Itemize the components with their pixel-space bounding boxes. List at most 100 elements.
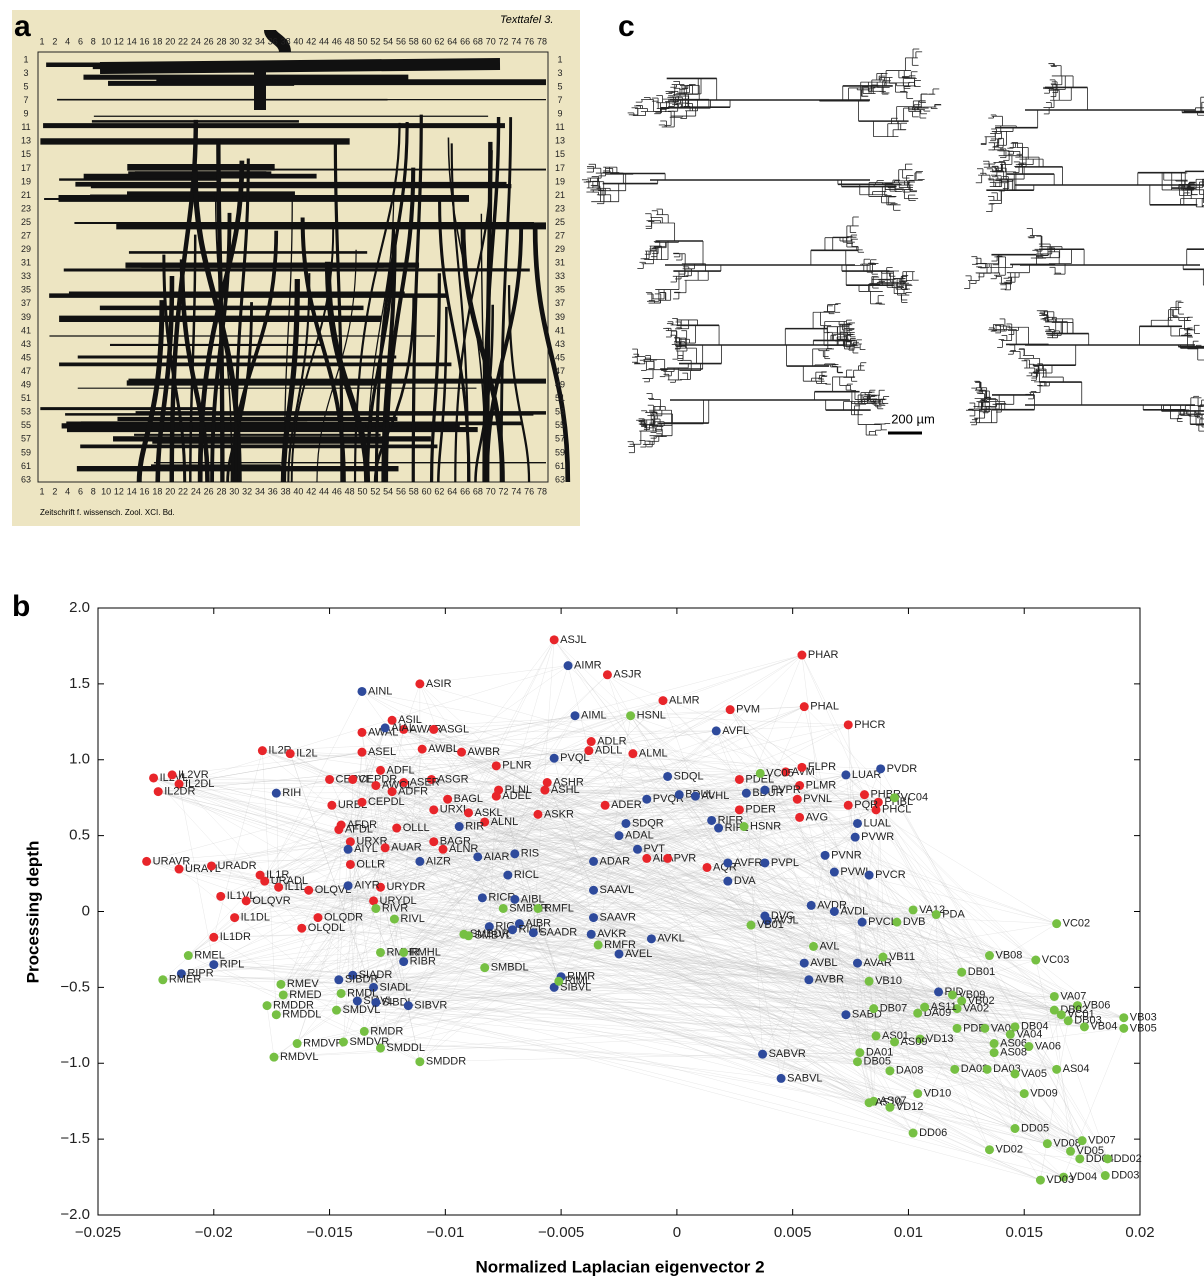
connection [431,779,1069,1021]
neuron-point [375,947,385,957]
connection [847,724,861,1053]
connection [553,639,729,864]
neuron-label: AINL [368,685,392,697]
neuron-point [806,900,816,910]
neuron-point [799,958,809,968]
connection [729,709,849,806]
neuron-point [690,791,700,801]
neuron-label: AVKL [657,933,684,945]
connection [716,730,812,906]
connection [804,706,874,1009]
connection [262,750,434,811]
connection [352,974,1025,1094]
neuron-label: RIVR [382,902,408,914]
connection [431,700,664,780]
connection [347,885,555,988]
neuron-point [931,910,941,920]
connection [764,789,1016,1075]
row-number: 47 [21,366,31,376]
neuron-label: IL1DL [241,911,270,923]
neuron-point [429,837,439,847]
neuron-label: IL2DR [164,786,195,798]
connection [468,812,805,964]
neuron-label: RMED [289,989,321,1001]
row-number: 51 [21,393,31,403]
neuron-label: DD03 [1111,1169,1139,1181]
neuron-label: SMBDR [470,928,510,940]
neuron-label: DA09 [924,1007,952,1019]
connection [593,855,826,891]
fiber-curve [210,212,232,483]
connection [558,981,874,1102]
connection [447,798,1055,1011]
connection [512,795,696,930]
connection [419,801,879,862]
neuron-label: ADLL [595,745,623,757]
y-tick-label: −2.0 [60,1206,90,1223]
connection [341,771,786,994]
connection [718,774,847,829]
connection [780,1012,918,1079]
diagram-frame [37,51,549,483]
connection [503,908,988,1070]
neuron-label: AVHL [701,790,729,802]
connection [267,1005,895,1043]
neuron-label: VD04 [1070,1171,1098,1183]
connection [544,789,865,795]
connection [824,855,918,1094]
neuron-point [209,960,219,970]
column-number: 72 [499,36,509,46]
connection [375,890,594,1003]
neuron-label: ADAL [625,830,654,842]
neuron-label: ASJR [613,669,641,681]
connection [514,899,958,1009]
neuron-label: URXR [356,836,387,848]
connection [273,1020,1069,1058]
neuron-label: PVM [736,704,760,716]
connection [296,683,421,1044]
neuron-point [755,768,765,778]
neuron-point [359,1026,369,1036]
connection [211,865,1057,1070]
neuron-point [498,903,508,913]
connection [343,809,877,1043]
neuron-point [1103,1154,1113,1164]
column-number: 16 [140,36,150,46]
connection [361,732,594,918]
neuron-point [429,724,439,734]
connection [618,654,803,836]
neuron-label: VD05 [1077,1145,1105,1157]
connection [598,809,877,946]
connection [447,798,925,1008]
neuron-point [549,635,559,645]
connection [625,823,814,947]
connection [361,691,939,993]
connection [260,795,497,876]
connection [637,809,740,850]
neuron-label: LUAR [852,769,881,781]
connection [338,829,958,1029]
connection [442,639,555,850]
y-tick-label: 0 [82,902,90,919]
connection [459,826,647,859]
connection [361,751,1011,1035]
x-tick-label: 0.015 [1005,1224,1043,1241]
column-number: 28 [216,36,226,46]
connection [403,729,1029,1047]
connection [484,823,627,968]
neuron-point [230,913,240,923]
neuron-label: DA08 [896,1065,924,1077]
column-number: 10 [101,486,111,496]
row-number: 5 [557,81,562,91]
row-number: 1 [557,54,562,64]
neuron-point [371,998,381,1008]
neuron-label: VC02 [1063,918,1091,930]
row-number: 35 [555,285,565,295]
neuron-label: CEPDR [359,773,398,785]
connection [385,847,1108,1160]
connection [391,720,858,964]
fiber-curve [353,122,401,483]
neuron-label: RIML [565,975,591,987]
column-number: 62 [434,486,444,496]
neuron-label: OLLL [403,822,430,834]
